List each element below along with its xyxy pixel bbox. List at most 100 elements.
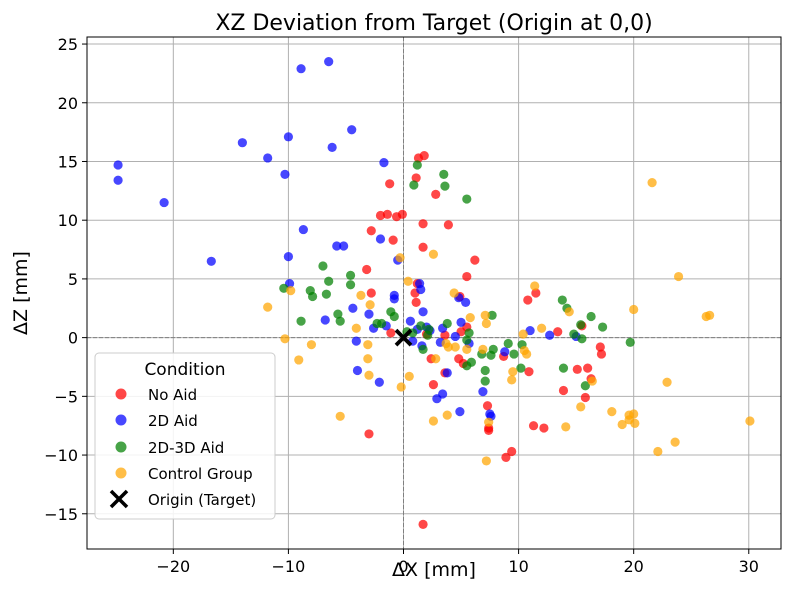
point-no-aid <box>580 392 590 403</box>
reference-lines <box>87 37 781 549</box>
point-2d-aid <box>379 158 389 168</box>
point-control-group <box>561 422 571 432</box>
point-2d-aid <box>324 57 334 67</box>
point-2d-3d-aid <box>412 160 422 170</box>
point-no-aid <box>484 425 494 435</box>
point-control-group <box>462 344 472 354</box>
point-no-aid <box>524 367 534 377</box>
point-2d-aid <box>461 297 471 307</box>
point-2d-3d-aid <box>345 270 356 280</box>
point-no-aid <box>366 288 376 298</box>
point-control-group <box>428 249 439 259</box>
point-control-group <box>478 344 488 354</box>
point-control-group <box>465 313 475 323</box>
legend-marker-control-group <box>115 467 127 479</box>
point-control-group <box>404 371 414 381</box>
point-2d-aid <box>405 316 416 326</box>
point-control-group <box>280 334 290 344</box>
point-no-aid <box>411 173 421 183</box>
point-no-aid <box>470 255 480 265</box>
point-2d-aid <box>351 336 361 346</box>
point-2d-aid <box>327 142 337 152</box>
y-tick-label: −5 <box>54 387 78 406</box>
point-no-aid <box>528 421 539 431</box>
point-control-group <box>587 376 597 386</box>
point-2d-3d-aid <box>335 316 345 326</box>
point-2d-aid <box>332 241 342 251</box>
point-control-group <box>335 411 345 421</box>
point-2d-3d-aid <box>418 344 428 354</box>
origin-marker <box>394 328 413 347</box>
point-no-aid <box>482 401 493 411</box>
point-2d-aid <box>280 169 290 179</box>
point-2d-aid <box>375 234 386 244</box>
point-control-group <box>480 310 490 320</box>
point-2d-aid <box>545 330 555 340</box>
point-control-group <box>396 382 406 392</box>
y-tick-label: 25 <box>58 35 78 54</box>
point-no-aid <box>428 379 439 390</box>
y-tick-label: −10 <box>44 446 78 465</box>
x-tick-label: 20 <box>624 557 644 576</box>
point-2d-aid <box>450 331 460 342</box>
point-control-group <box>450 342 460 352</box>
point-2d-aid <box>339 241 349 251</box>
point-2d-aid <box>456 317 466 327</box>
point-no-aid <box>411 297 421 307</box>
point-2d-aid <box>347 125 357 135</box>
point-no-aid <box>523 295 533 305</box>
legend-label-control-group: Control Group <box>148 465 253 483</box>
x-axis-label: ΔX [mm] <box>392 559 476 581</box>
y-tick-label: 15 <box>58 152 78 171</box>
point-2d-3d-aid <box>296 316 306 326</box>
point-control-group <box>576 402 586 412</box>
point-control-group <box>306 340 317 350</box>
point-2d-aid <box>478 387 488 397</box>
point-control-group <box>630 418 640 428</box>
x-tick-label: 0 <box>398 557 408 576</box>
axis-ticks: −20 −10 0 10 20 30 −15 −10 −5 0 5 10 15 20 25 <box>44 35 759 576</box>
point-2d-aid <box>283 251 294 262</box>
x-tick-label: 30 <box>739 557 759 576</box>
point-2d-aid <box>525 325 535 336</box>
point-no-aid <box>364 429 374 439</box>
point-no-aid <box>572 364 582 374</box>
point-control-group <box>449 288 459 298</box>
legend-marker-origin <box>109 489 129 509</box>
point-2d-3d-aid <box>416 321 426 331</box>
point-no-aid <box>553 327 563 337</box>
point-no-aid <box>583 363 593 373</box>
point-no-aid <box>501 452 511 463</box>
point-2d-3d-aid <box>586 311 596 322</box>
point-control-group <box>617 419 627 430</box>
point-2d-aid <box>374 377 384 387</box>
point-control-group <box>564 307 574 317</box>
point-2d-aid <box>237 138 247 148</box>
point-2d-3d-aid <box>487 310 497 320</box>
data-points <box>113 57 755 529</box>
point-2d-3d-aid <box>345 280 356 290</box>
point-2d-aid <box>159 197 169 208</box>
point-2d-3d-aid <box>377 318 387 329</box>
point-no-aid <box>418 219 428 229</box>
point-2d-3d-aid <box>466 357 477 367</box>
point-no-aid <box>558 385 569 396</box>
point-2d-3d-aid <box>423 330 433 340</box>
y-tick-label: 0 <box>68 329 78 348</box>
point-2d-3d-aid <box>409 180 419 190</box>
x-tick-label: 10 <box>508 557 528 576</box>
point-control-group <box>363 354 373 364</box>
point-control-group <box>673 271 684 282</box>
point-no-aid <box>539 423 549 433</box>
point-2d-aid <box>320 315 330 325</box>
legend-label-2d-aid: 2D Aid <box>148 412 198 430</box>
point-2d-aid <box>455 407 465 417</box>
chart-title: XZ Deviation from Target (Origin at 0,0) <box>215 11 652 36</box>
point-2d-3d-aid <box>488 344 498 354</box>
y-tick-label: 5 <box>68 270 78 289</box>
origin-marker-group <box>394 328 413 347</box>
point-2d-aid <box>263 153 273 163</box>
point-2d-3d-aid <box>389 311 399 322</box>
point-2d-aid <box>442 368 452 378</box>
point-2d-aid <box>352 365 363 376</box>
